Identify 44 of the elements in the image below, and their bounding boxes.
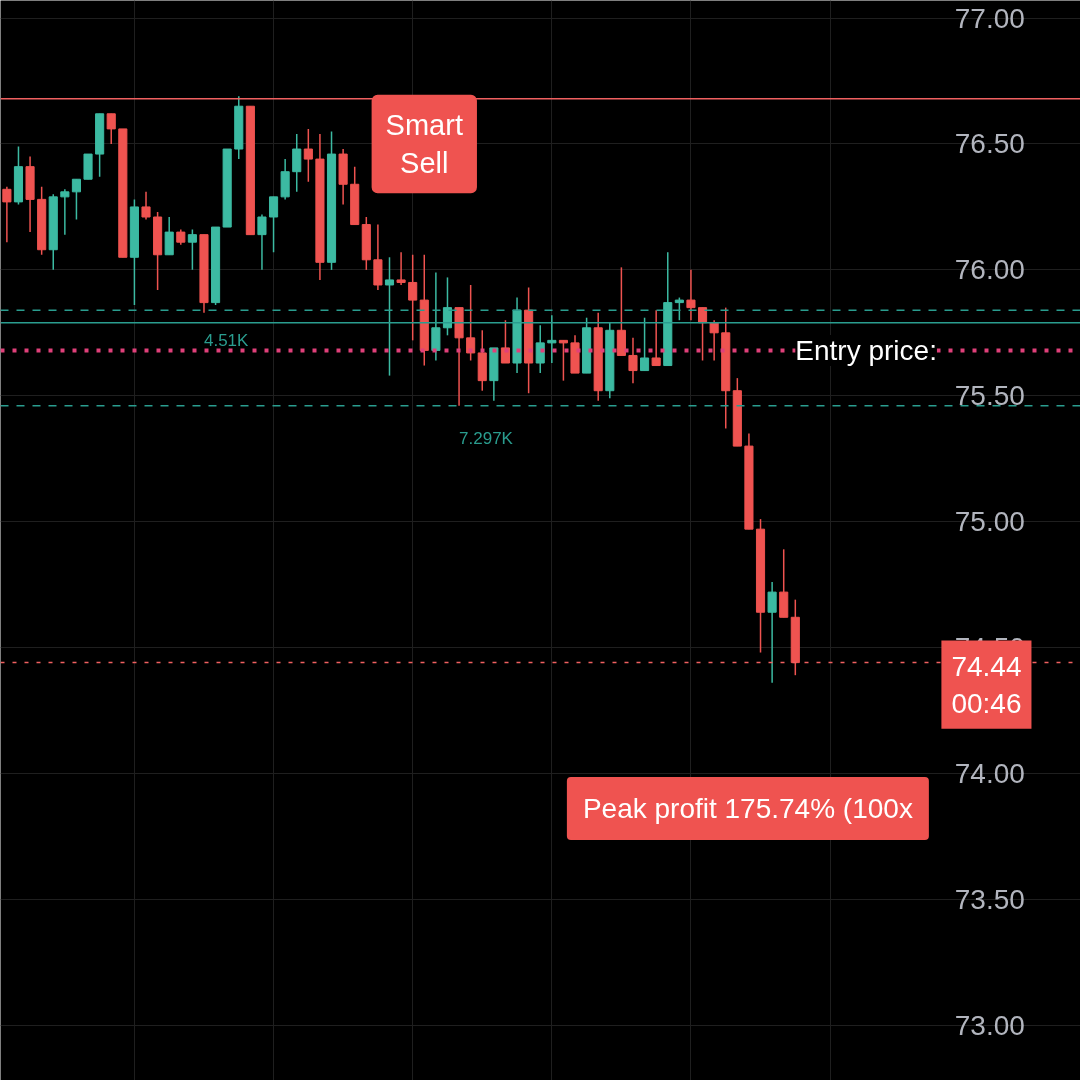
candlestick — [164, 216, 174, 256]
candlestick — [558, 339, 568, 382]
candlestick — [141, 191, 151, 221]
candlestick — [292, 133, 302, 193]
candlestick — [303, 128, 313, 183]
candlestick — [442, 276, 453, 337]
y-tick-label: 73.00 — [954, 1009, 1025, 1041]
candlestick — [628, 337, 638, 384]
annotation: Smart Sell — [385, 108, 463, 180]
candlestick — [686, 269, 696, 321]
candlestick — [2, 186, 12, 243]
candlestick — [500, 319, 510, 364]
text: 74.44 — [951, 650, 1022, 682]
candlestick — [384, 256, 395, 377]
candlestick — [651, 309, 661, 367]
candlestick — [535, 324, 545, 374]
candlestick — [257, 213, 267, 271]
y-tick-label: 73.50 — [954, 883, 1025, 915]
candlestick — [697, 306, 708, 362]
y-tick-label: 76.00 — [954, 254, 1025, 286]
candlestick — [396, 251, 406, 286]
ref-line-label: Entry price: — [795, 334, 937, 366]
candlestick — [767, 581, 777, 684]
candlestick — [640, 316, 650, 372]
candlestick — [71, 178, 81, 221]
candlestick — [547, 314, 557, 364]
candlestick — [431, 271, 441, 362]
candlestick — [106, 113, 116, 145]
ref-line-label: 7.297K — [459, 429, 514, 449]
ref-line-label: 4.51K — [203, 330, 250, 350]
annotation: Peak profit 175.74% (100x — [582, 793, 913, 825]
candlestick — [674, 296, 684, 321]
y-tick-label: 75.50 — [954, 380, 1025, 412]
y-tick-label: 74.00 — [954, 757, 1025, 789]
candlestick — [187, 228, 197, 271]
candlestick — [60, 188, 70, 236]
text: 00:46 — [951, 687, 1022, 719]
candlestick — [408, 254, 418, 342]
candlestick — [466, 284, 476, 362]
y-tick-label: 76.50 — [954, 128, 1025, 160]
y-tick-label: 77.00 — [954, 2, 1025, 34]
candlestick — [268, 196, 279, 253]
y-tick-label: 75.00 — [954, 506, 1025, 538]
candlestick — [709, 319, 719, 362]
